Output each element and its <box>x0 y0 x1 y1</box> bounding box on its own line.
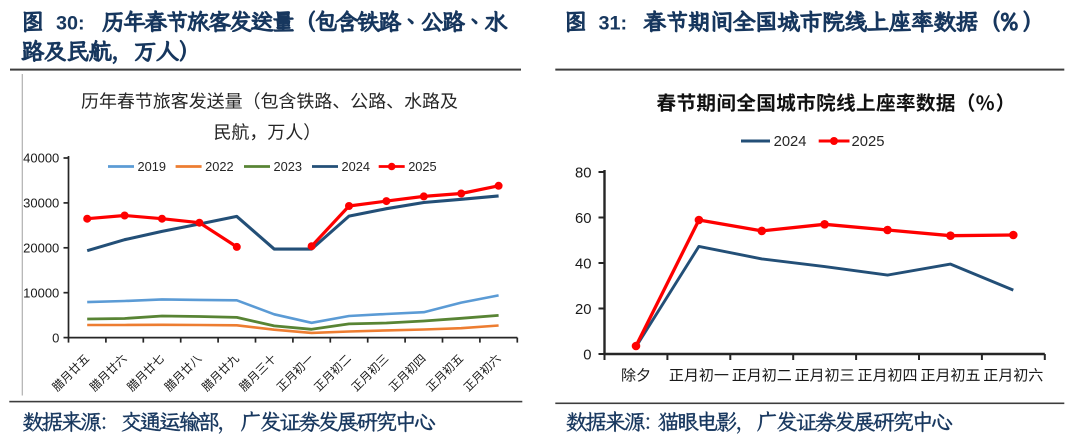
svg-text:10000: 10000 <box>23 285 59 300</box>
svg-text:31:: 31: <box>599 13 628 35</box>
svg-text:40000: 40000 <box>23 151 59 166</box>
svg-text:20: 20 <box>575 302 591 318</box>
svg-text:30:: 30: <box>56 13 85 35</box>
svg-text:2025: 2025 <box>852 134 885 150</box>
svg-text:2019: 2019 <box>138 159 166 174</box>
svg-text:2022: 2022 <box>205 159 233 174</box>
svg-text:0: 0 <box>583 347 591 363</box>
svg-text:2024: 2024 <box>342 159 370 174</box>
svg-text:80: 80 <box>575 165 591 181</box>
svg-text:0: 0 <box>52 330 59 345</box>
svg-text:60: 60 <box>575 211 591 227</box>
svg-text:20000: 20000 <box>23 241 59 256</box>
svg-text:2024: 2024 <box>774 134 807 150</box>
svg-text:40: 40 <box>575 256 591 272</box>
svg-text:2025: 2025 <box>408 159 436 174</box>
svg-text:2023: 2023 <box>274 159 302 174</box>
svg-text:30000: 30000 <box>23 196 59 211</box>
